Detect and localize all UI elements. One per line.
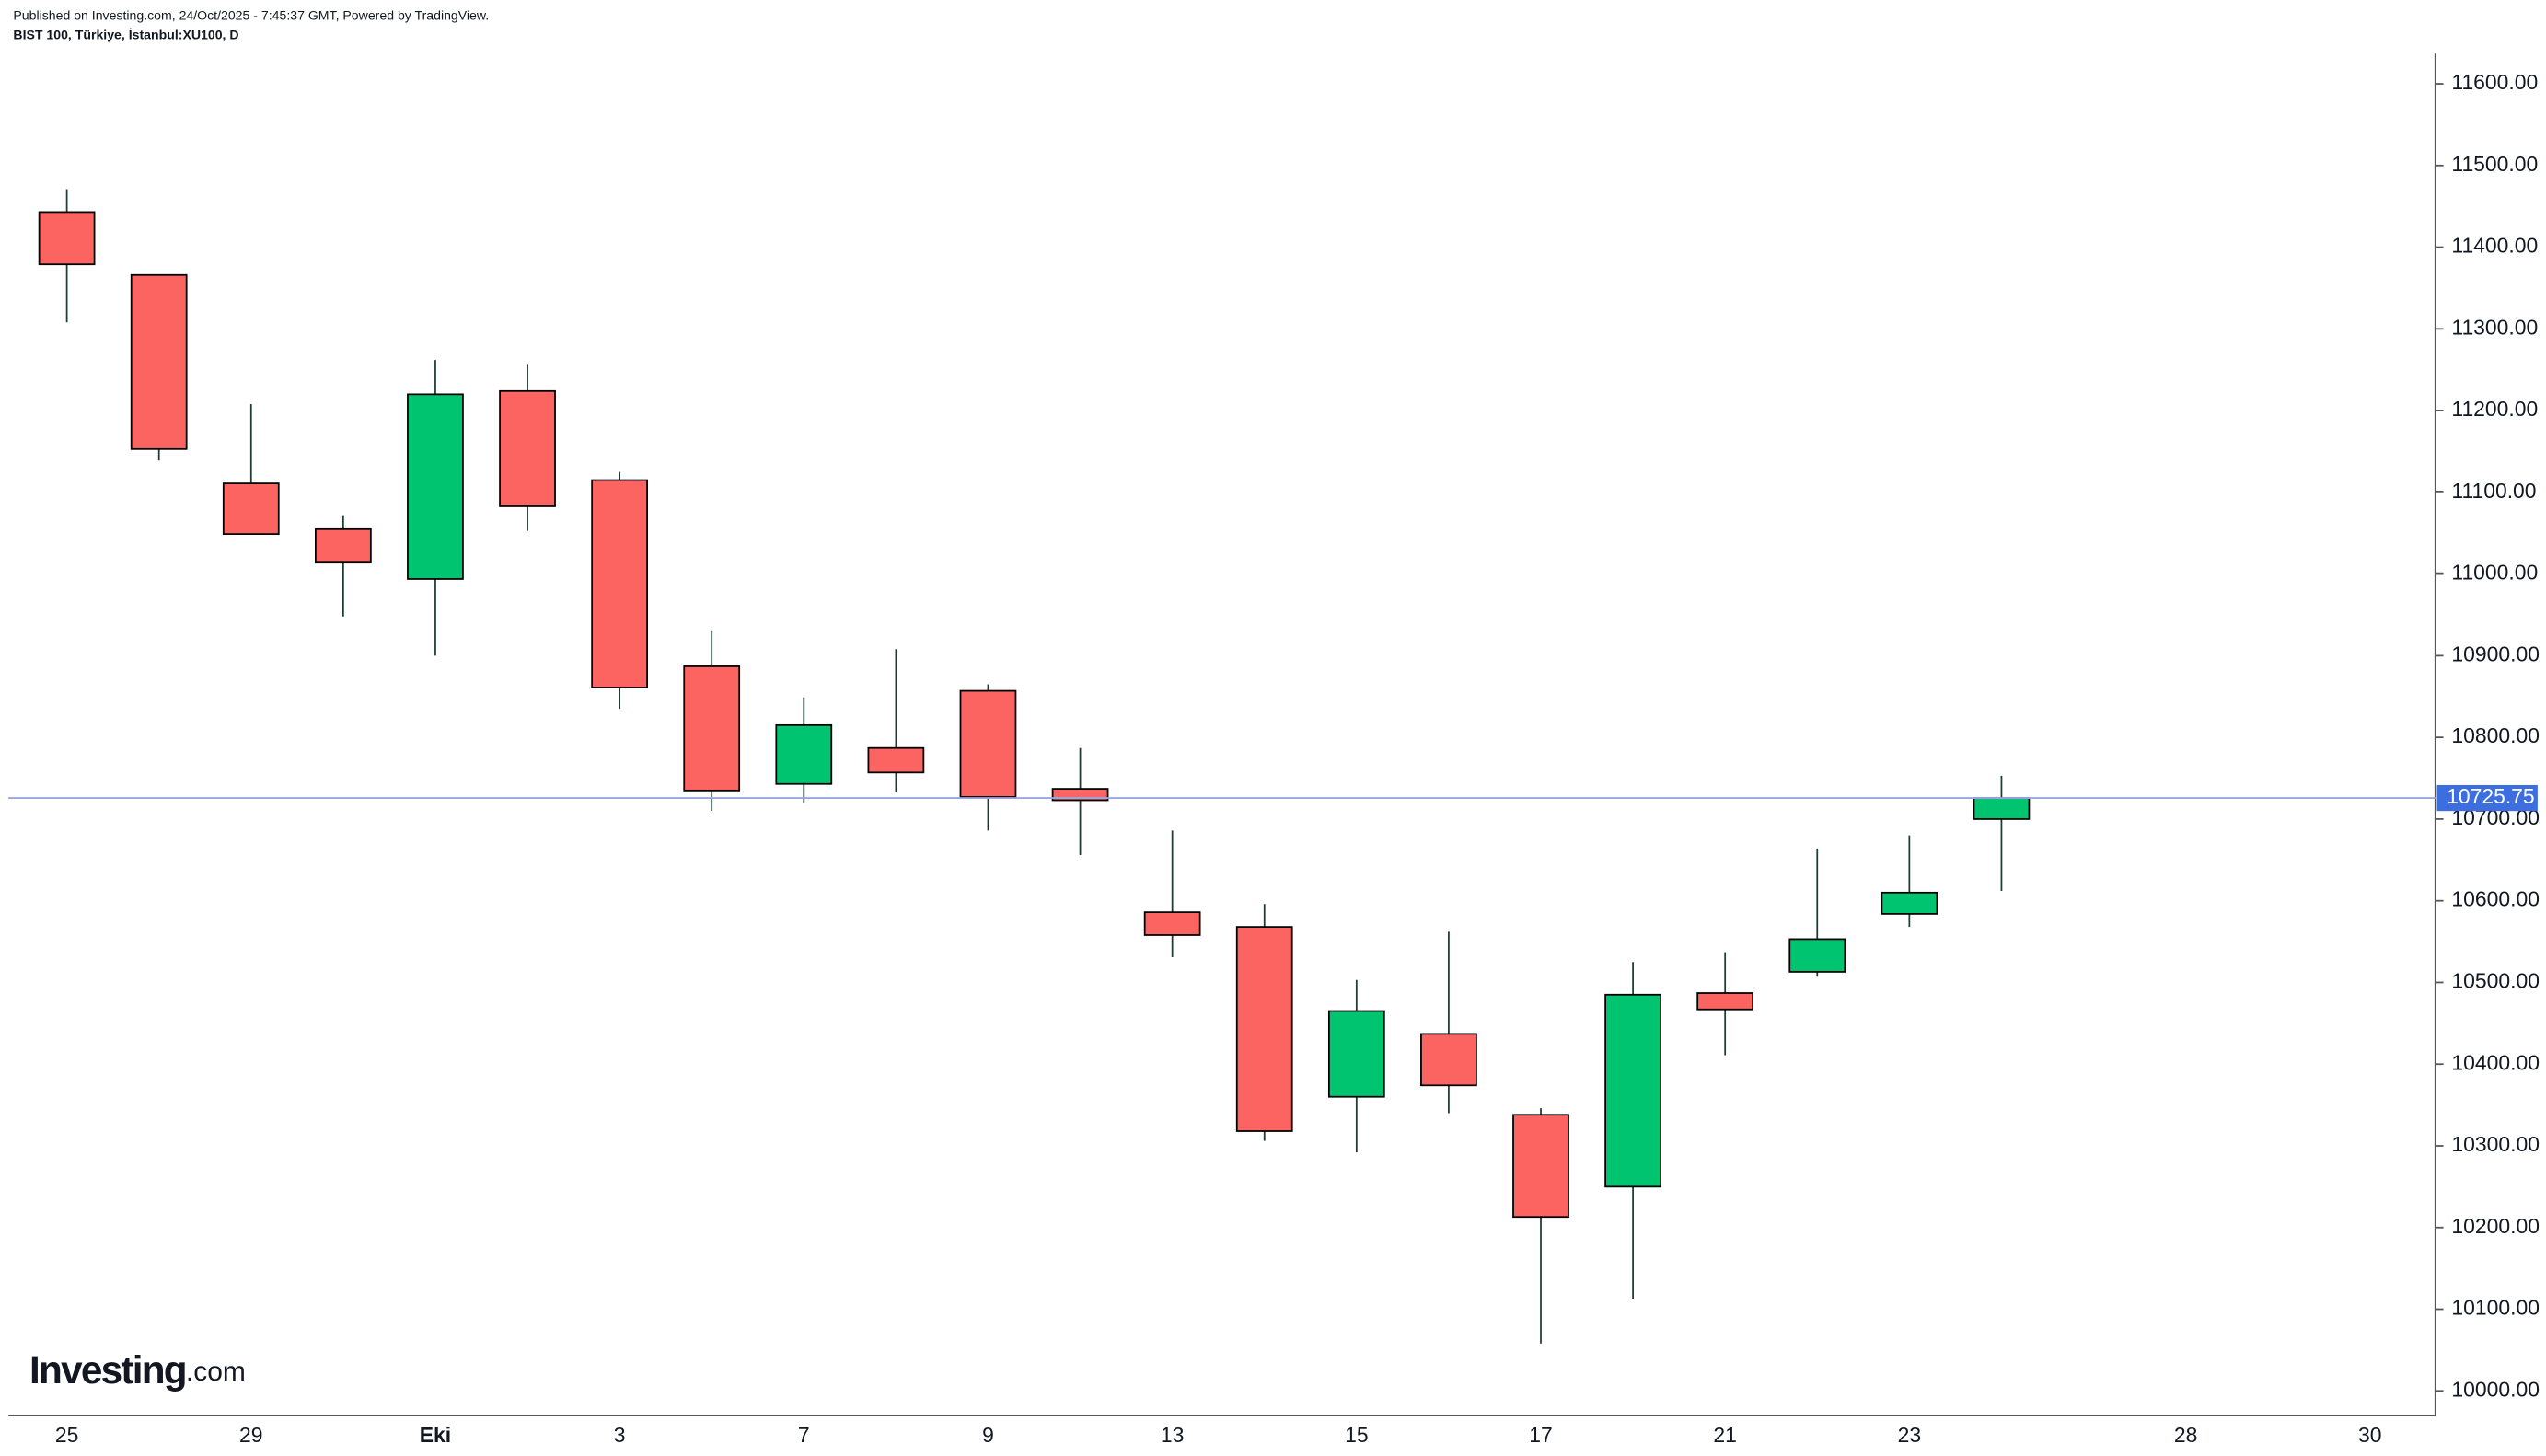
- candle-body: [222, 482, 280, 536]
- y-tick-label: 10200.00: [2451, 1214, 2540, 1238]
- y-tick-label: 11500.00: [2451, 152, 2538, 176]
- y-tick-label: 11200.00: [2451, 397, 2538, 421]
- y-tick-label: 10800.00: [2451, 723, 2540, 747]
- y-tick-label: 11400.00: [2451, 234, 2538, 258]
- y-tick-label: 10100.00: [2451, 1296, 2540, 1320]
- x-tick-label: 23: [1898, 1423, 1921, 1447]
- candle-body: [1512, 1114, 1569, 1219]
- x-tick-label: 17: [1529, 1423, 1552, 1447]
- candle-body: [130, 273, 188, 450]
- y-tick-label: 11300.00: [2451, 315, 2538, 339]
- candle-body: [1788, 938, 1846, 973]
- y-tick-label: 10400.00: [2451, 1050, 2540, 1074]
- candle-body: [1604, 993, 1661, 1188]
- x-tick-label: Eki: [420, 1423, 451, 1447]
- candle-body: [1973, 797, 2031, 820]
- x-tick-label: 21: [1713, 1423, 1736, 1447]
- candle-body: [1696, 992, 1754, 1011]
- candle-body: [1235, 926, 1293, 1132]
- x-tick-label: 28: [2174, 1423, 2197, 1447]
- logo-main: Investing: [29, 1348, 186, 1392]
- candle-body: [1327, 1010, 1385, 1098]
- x-tick-label: 29: [239, 1423, 262, 1447]
- x-tick-label: 25: [55, 1423, 78, 1447]
- candle-body: [499, 389, 556, 507]
- candle-body: [1420, 1033, 1477, 1087]
- y-tick-label: 11600.00: [2451, 70, 2538, 94]
- x-tick-label: 7: [798, 1423, 810, 1447]
- last-price-label: 10725.75: [2447, 784, 2535, 808]
- candle-body: [38, 211, 96, 266]
- y-tick-label: 10500.00: [2451, 969, 2540, 993]
- last-price-badge: [2436, 784, 2538, 812]
- candle-body: [867, 746, 925, 774]
- candle-body: [315, 527, 372, 564]
- x-tick-label: 30: [2358, 1423, 2381, 1447]
- y-tick-label: 10900.00: [2451, 641, 2540, 665]
- candle-body: [1143, 911, 1201, 936]
- candle-body: [683, 665, 741, 792]
- logo: Investing.com: [29, 1348, 246, 1392]
- y-tick-label: 10300.00: [2451, 1132, 2540, 1156]
- x-tick-label: 13: [1161, 1423, 1184, 1447]
- y-tick-label: 11000.00: [2451, 560, 2538, 584]
- y-tick-label: 10000.00: [2451, 1377, 2540, 1401]
- candle-body: [959, 689, 1017, 798]
- published-note: Published on Investing.com, 24/Oct/2025 …: [13, 7, 489, 22]
- candle-body: [775, 723, 833, 785]
- x-tick-label: 15: [1345, 1423, 1368, 1447]
- candle-body: [591, 479, 648, 688]
- y-tick-label: 11100.00: [2451, 479, 2536, 503]
- y-tick-label: 10600.00: [2451, 887, 2540, 911]
- x-tick-label: 9: [982, 1423, 994, 1447]
- candle-body: [407, 393, 464, 580]
- logo-suffix: .com: [186, 1357, 246, 1387]
- x-tick-label: 3: [614, 1423, 626, 1447]
- candle-body: [1881, 891, 1938, 915]
- chart-title: BIST 100, Türkiye, İstanbul:XU100, D: [13, 28, 238, 42]
